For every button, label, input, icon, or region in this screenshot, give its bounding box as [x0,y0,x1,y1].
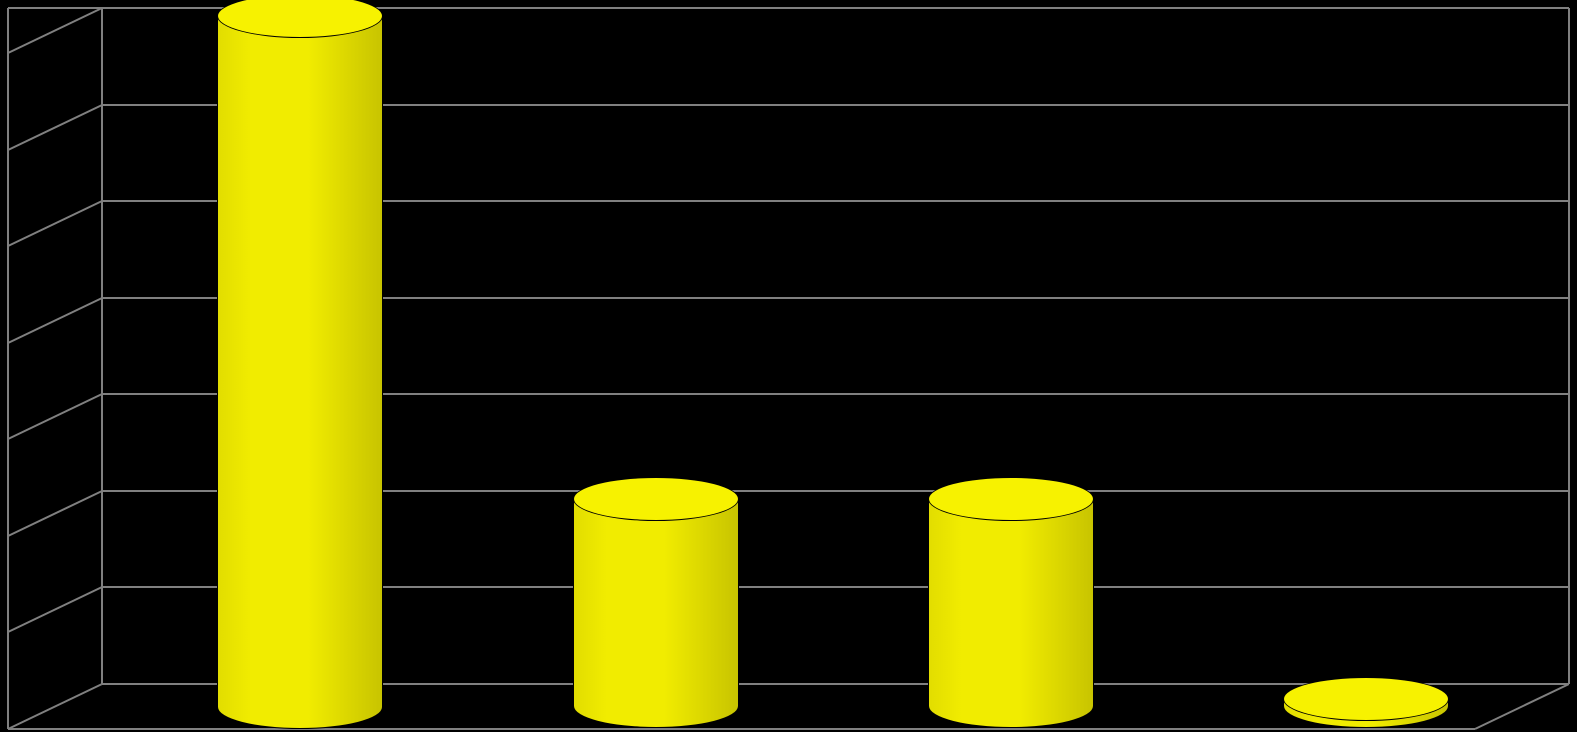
front-left-vertical [7,8,9,729]
gridline-side-diagonal [8,587,103,634]
bar-top-ellipse [573,477,739,521]
bar-body [928,499,1094,707]
back-right-vertical [1568,8,1570,684]
bar-cylinder [1283,677,1449,729]
bar-top-ellipse [1283,677,1449,721]
cylinder-bar-chart [0,0,1577,732]
bar-body [217,16,383,706]
back-left-vertical [101,8,103,684]
bar-body [573,499,739,707]
bar-cylinder [217,0,383,729]
side-top-diagonal [8,7,102,9]
gridline-side-diagonal [8,200,103,247]
floor-right-diagonal [1475,683,1570,730]
gridline-side-diagonal [8,297,103,344]
gridline-side-diagonal [8,683,103,730]
gridline-side-diagonal [8,7,103,54]
bar-top-ellipse [928,477,1094,521]
gridline-side-diagonal [8,104,103,151]
gridline-side-diagonal [8,393,103,440]
bar-cylinder [573,477,739,729]
bar-cylinder [928,477,1094,729]
gridline-side-diagonal [8,490,103,537]
